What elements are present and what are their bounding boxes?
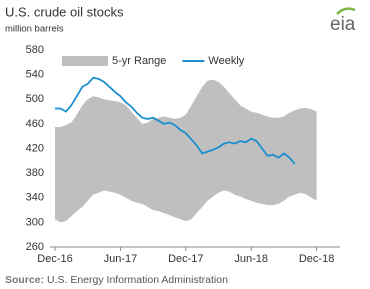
legend-label: 5-yr Range	[112, 55, 166, 67]
y-tick-label: 420	[26, 142, 44, 154]
legend-label: Weekly	[208, 55, 244, 67]
x-tick-label: Dec-16	[37, 253, 72, 265]
logo: eia	[330, 14, 356, 35]
source-label: Source:	[5, 274, 44, 286]
y-tick-label: 540	[26, 69, 44, 81]
range-band	[55, 79, 317, 223]
y-tick-label: 500	[26, 93, 44, 105]
y-tick-label: 260	[26, 241, 44, 253]
x-tick-label: Jun-18	[234, 253, 268, 265]
chart-subtitle: million barrels	[5, 24, 64, 35]
y-tick-label: 460	[26, 118, 44, 130]
source: U.S. Energy Information Administration	[47, 274, 228, 286]
y-tick-label: 300	[26, 216, 44, 228]
y-tick-label: 580	[26, 44, 44, 56]
x-tick-label: Jun-17	[104, 253, 138, 265]
x-tick-label: Dec-18	[299, 253, 334, 265]
legend-swatch	[62, 56, 108, 66]
chart-title: U.S. crude oil stocks	[5, 4, 124, 19]
logo-leaf	[336, 7, 356, 15]
y-tick-label: 380	[26, 167, 44, 179]
weekly-line	[55, 76, 296, 165]
y-tick-label: 340	[26, 192, 44, 204]
x-tick-label: Dec-17	[168, 253, 203, 265]
